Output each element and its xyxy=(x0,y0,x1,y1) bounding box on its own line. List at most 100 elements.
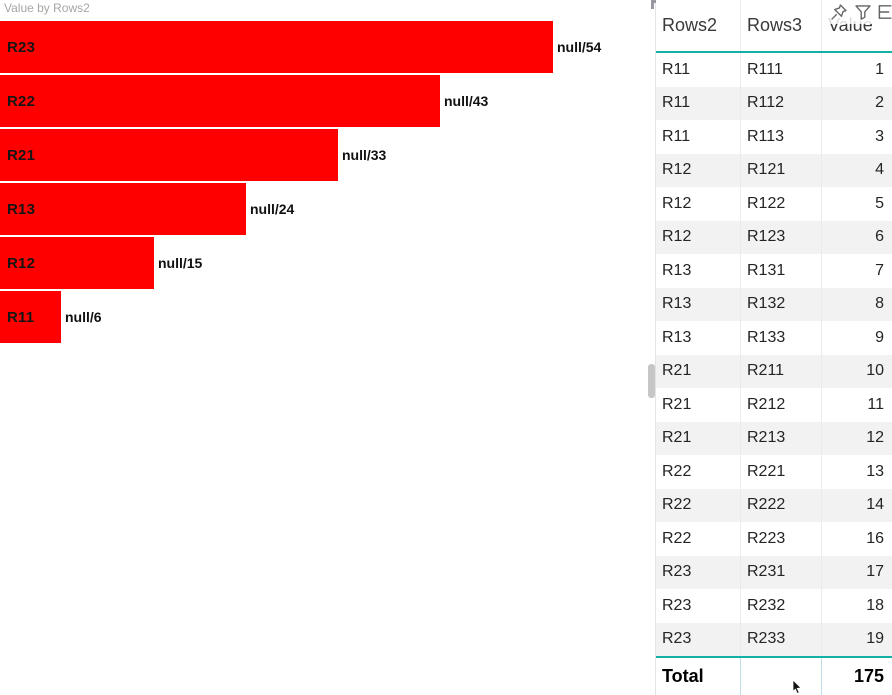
table-cell: R13 xyxy=(662,261,692,279)
bar-category-label: R21 xyxy=(7,146,36,164)
table-cell: R132 xyxy=(740,287,821,321)
table-cell: 19 xyxy=(821,622,892,656)
table-row[interactable]: R13 R132 8 xyxy=(656,287,892,321)
table-cell: 11 xyxy=(821,388,892,422)
filter-icon[interactable] xyxy=(854,3,872,21)
bar-rect[interactable] xyxy=(0,291,61,343)
table-cell: R22 xyxy=(662,462,692,480)
bar-category-label: R11 xyxy=(7,308,35,326)
bar-data-label: null/43 xyxy=(444,93,489,109)
bar-rect[interactable] xyxy=(0,75,440,127)
table-cell: R233 xyxy=(740,622,821,656)
table-cell: R21 xyxy=(662,395,692,413)
table-cell: R22 xyxy=(662,529,692,547)
table-cell: R23 xyxy=(662,563,692,581)
bar-category-label: R12 xyxy=(7,254,36,272)
table-cell: 16 xyxy=(821,522,892,556)
table-cell: 3 xyxy=(821,120,892,154)
bar-data-label: null/6 xyxy=(65,309,102,325)
table-cell: 8 xyxy=(821,287,892,321)
bar-category-label: R13 xyxy=(7,200,36,218)
table-cell: R222 xyxy=(740,488,821,522)
table-cell: R11 xyxy=(662,94,691,112)
table-cell: R122 xyxy=(740,187,821,221)
table-cell: R21 xyxy=(662,362,692,380)
table-row[interactable]: R12 R121 4 xyxy=(656,153,892,187)
table-cell: R11 xyxy=(662,127,691,145)
mouse-cursor-icon xyxy=(792,680,802,694)
column-header-rows2[interactable]: Rows2 xyxy=(662,15,718,35)
column-header-rows3[interactable]: Rows3 xyxy=(740,0,821,51)
bar-R11[interactable]: R11 null/6 xyxy=(0,291,655,343)
table-cell: R212 xyxy=(740,388,821,422)
table-cell: R123 xyxy=(740,220,821,254)
table-cell: 4 xyxy=(821,153,892,187)
table-row[interactable]: R21 R212 11 xyxy=(656,388,892,422)
table-row[interactable]: R11 R112 2 xyxy=(656,86,892,120)
table-cell: R213 xyxy=(740,421,821,455)
table-cell: 14 xyxy=(821,488,892,522)
total-label: Total xyxy=(662,666,704,686)
table-cell: 6 xyxy=(821,220,892,254)
table-cell: 9 xyxy=(821,321,892,355)
bar-rect[interactable] xyxy=(0,237,154,289)
table-cell: 13 xyxy=(821,455,892,489)
table-cell: R231 xyxy=(740,555,821,589)
table-row[interactable]: R21 R213 12 xyxy=(656,421,892,455)
table-row[interactable]: R13 R133 9 xyxy=(656,321,892,355)
bar-category-label: R22 xyxy=(7,92,36,110)
table-row[interactable]: R12 R122 5 xyxy=(656,187,892,221)
bar-category-label: R23 xyxy=(7,38,36,56)
table-cell: R223 xyxy=(740,522,821,556)
table-cell: R113 xyxy=(740,120,821,154)
visual-header-toolbar xyxy=(826,0,892,24)
table-row[interactable]: R22 R221 13 xyxy=(656,455,892,489)
table-cell: R11 xyxy=(662,60,691,78)
bar-R23[interactable]: R23 null/54 xyxy=(0,21,655,73)
bar-R12[interactable]: R12 null/15 xyxy=(0,237,655,289)
bar-chart-visual[interactable]: Value by Rows2 R23 null/54 R22 null/43 R21 nu… xyxy=(0,0,655,695)
table-cell: R23 xyxy=(662,630,692,648)
bar-rect[interactable] xyxy=(0,183,246,235)
bar-rect[interactable] xyxy=(0,21,553,73)
table-cell: R221 xyxy=(740,455,821,489)
table-cell: R13 xyxy=(662,328,692,346)
table-cell: 2 xyxy=(821,86,892,120)
table-cell: R112 xyxy=(740,86,821,120)
table-cell: R23 xyxy=(662,596,692,614)
more-options-icon[interactable] xyxy=(878,3,892,21)
table-cell: R211 xyxy=(740,354,821,388)
pin-icon[interactable] xyxy=(830,3,848,21)
table-cell: R12 xyxy=(662,228,692,246)
table-row[interactable]: R22 R222 14 xyxy=(656,488,892,522)
table-row[interactable]: R13 R131 7 xyxy=(656,254,892,288)
table-cell: R121 xyxy=(740,153,821,187)
table-cell: 17 xyxy=(821,555,892,589)
table-row[interactable]: R23 R233 19 xyxy=(656,622,892,656)
table-row[interactable]: R11 R111 1 xyxy=(656,53,892,87)
table-cell: R133 xyxy=(740,321,821,355)
table-cell: R12 xyxy=(662,161,692,179)
table-cell: R131 xyxy=(740,254,821,288)
bar-R13[interactable]: R13 null/24 xyxy=(0,183,655,235)
table-cell: 12 xyxy=(821,421,892,455)
table-row[interactable]: R21 R211 10 xyxy=(656,354,892,388)
table-cell: R13 xyxy=(662,295,692,313)
bar-data-label: null/33 xyxy=(342,147,387,163)
table-row[interactable]: R22 R223 16 xyxy=(656,522,892,556)
table-cell: 7 xyxy=(821,254,892,288)
bar-R21[interactable]: R21 null/33 xyxy=(0,129,655,181)
table-cell: R21 xyxy=(662,429,692,447)
table-row[interactable]: R12 R123 6 xyxy=(656,220,892,254)
table-visual[interactable]: Rows2 Rows3 Value R11 R111 1 R11 R112 2 R11 R11… xyxy=(651,0,892,695)
table-row[interactable]: R23 R232 18 xyxy=(656,589,892,623)
chart-scrollbar-thumb[interactable] xyxy=(648,364,655,398)
table-cell: R232 xyxy=(740,589,821,623)
total-value: 175 xyxy=(821,658,892,695)
bar-rect[interactable] xyxy=(0,129,338,181)
table-total-row[interactable]: Total 175 xyxy=(656,656,892,695)
table-row[interactable]: R11 R113 3 xyxy=(656,120,892,154)
table-row[interactable]: R23 R231 17 xyxy=(656,555,892,589)
bar-R22[interactable]: R22 null/43 xyxy=(0,75,655,127)
bar-data-label: null/54 xyxy=(557,39,602,55)
